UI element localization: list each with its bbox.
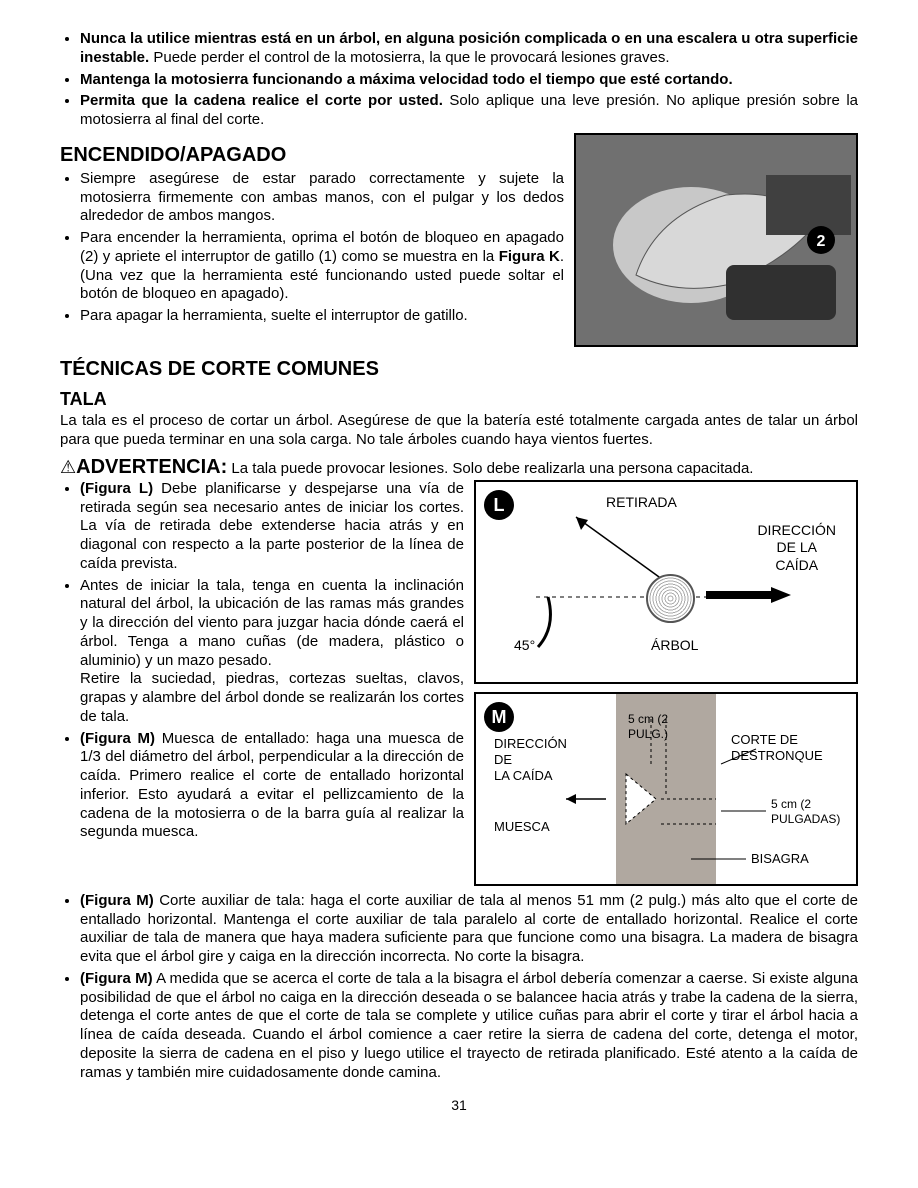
text: Antes de iniciar la tala, tenga en cuent… <box>80 577 464 725</box>
page-number: 31 <box>60 1097 858 1115</box>
ref: (Figura M) <box>80 730 155 747</box>
list-item: Nunca la utilice mientras está en un árb… <box>80 30 858 68</box>
heading-tecnicas: TÉCNICAS DE CORTE COMUNES <box>60 357 858 382</box>
list-item: (Figura M) A medida que se acerca el cor… <box>80 970 858 1083</box>
label-direccion: DIRECCIÓNDE LACAÍDA <box>757 522 836 575</box>
label-45: 45° <box>514 637 535 655</box>
list-item: (Figura M) Corte auxiliar de tala: haga … <box>80 892 858 967</box>
label-muesca: MUESCA <box>494 819 550 835</box>
label-bisagra: BISAGRA <box>751 851 809 867</box>
figure-k: K 2 <box>574 133 858 347</box>
list-item: Antes de iniciar la tala, tenga en cuent… <box>80 577 464 727</box>
tala-intro: La tala es el proceso de cortar un árbol… <box>60 412 858 450</box>
figure-m: M 5 cm (2PULG.) DIRECCIÓNDELA CAÍDA CORT… <box>474 692 858 886</box>
label-arbol: ÁRBOL <box>651 637 698 655</box>
warning-label: ADVERTENCIA: <box>76 456 227 478</box>
list-item: (Figura L) Debe planificarse y despejars… <box>80 480 464 574</box>
top-bullets: Nunca la utilice mientras está en un árb… <box>60 30 858 130</box>
bold-text: Permita que la cadena realice el corte p… <box>80 92 443 109</box>
ref: (Figura M) <box>80 892 154 909</box>
tala-bullets-cont: (Figura M) Corte auxiliar de tala: haga … <box>60 892 858 1083</box>
list-item: Mantenga la motosierra funcionando a máx… <box>80 71 858 90</box>
tree-icon <box>646 574 695 623</box>
svg-text:2: 2 <box>817 233 826 250</box>
text: Puede perder el control de la motosierra… <box>149 49 669 66</box>
warning-text: La tala puede provocar lesiones. Solo de… <box>227 460 753 477</box>
label-top: 5 cm (2PULG.) <box>628 712 668 742</box>
ref: (Figura M) <box>80 970 153 987</box>
list-item: Para encender la herramienta, oprima el … <box>80 229 564 304</box>
label-corte: CORTE DEDESTRONQUE <box>731 732 823 765</box>
heading-tala: TALA <box>60 388 858 411</box>
list-item: Siempre asegúrese de estar parado correc… <box>80 170 564 226</box>
text: A medida que se acerca el corte de tala … <box>80 970 858 1081</box>
list-item: Permita que la cadena realice el corte p… <box>80 92 858 130</box>
text: Corte auxiliar de tala: haga el corte au… <box>80 892 858 965</box>
label-retirada: RETIRADA <box>606 494 677 512</box>
list-item: (Figura M) Muesca de entallado: haga una… <box>80 730 464 843</box>
ref: (Figura L) <box>80 480 153 497</box>
heading-onoff: ENCENDIDO/APAGADO <box>60 143 564 168</box>
label-side: 5 cm (2PULGADAS) <box>771 797 840 827</box>
tala-bullets: (Figura L) Debe planificarse y despejars… <box>60 480 464 842</box>
onoff-bullets: Siempre asegúrese de estar parado correc… <box>60 170 564 326</box>
warning-icon: ⚠ <box>60 456 76 479</box>
list-item: Para apagar la herramienta, suelte el in… <box>80 307 564 326</box>
bold-text: Mantenga la motosierra funcionando a máx… <box>80 71 733 88</box>
figure-l: L RETIRADA DIRECCIÓNDE LACAÍDA ÁRBOL 45° <box>474 480 858 684</box>
label-dir: DIRECCIÓNDELA CAÍDA <box>494 736 567 785</box>
